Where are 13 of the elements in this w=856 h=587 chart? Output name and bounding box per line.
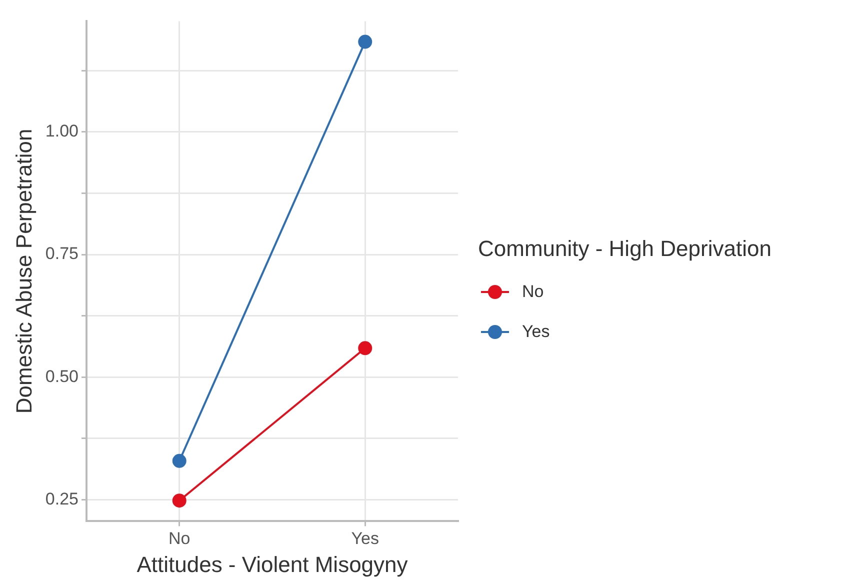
- x-axis-title: Attitudes - Violent Misogyny: [136, 552, 408, 577]
- point: [358, 34, 372, 49]
- point: [172, 494, 186, 508]
- legend-label: No: [522, 282, 544, 302]
- point: [172, 454, 186, 468]
- legend-label: Yes: [522, 322, 550, 342]
- point: [358, 341, 372, 356]
- legend-title: Community - High Deprivation: [478, 236, 772, 262]
- y-tick-label: 0.75: [45, 244, 78, 264]
- y-tick-label: 1.00: [45, 122, 78, 141]
- y-axis-title: Domestic Abuse Perpetration: [11, 128, 36, 414]
- y-tick-label: 0.50: [45, 366, 78, 386]
- y-tick-label: 0.25: [45, 489, 78, 508]
